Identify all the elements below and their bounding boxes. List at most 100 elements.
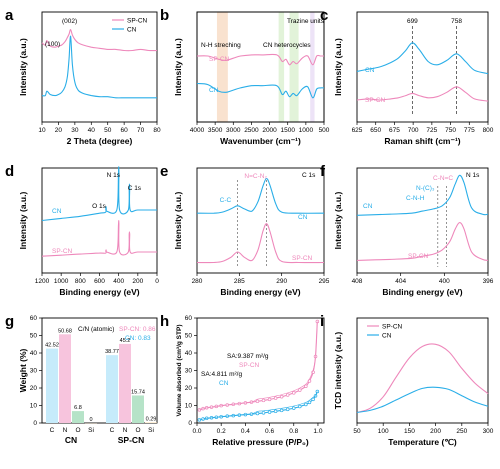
annotation-sa-cn: SA:4.811 m²/g bbox=[201, 371, 242, 378]
annotation-sa-spcn: SA:9.387 m²/g bbox=[227, 353, 269, 360]
y-tick-label: 10 bbox=[30, 403, 38, 410]
bar-value-label: 42.52 bbox=[45, 343, 59, 349]
highlight-band bbox=[278, 12, 285, 122]
panel-letter: i bbox=[320, 313, 324, 330]
panel-d: d Binding energy (eV) Intensity (a.u.) 1200… bbox=[5, 163, 159, 297]
group-label: CN bbox=[65, 435, 77, 445]
plot-frame bbox=[41, 11, 158, 123]
y-tick-label: 0 bbox=[188, 420, 192, 427]
x-tick-label: 3000 bbox=[226, 127, 241, 134]
x-tick-label: Si bbox=[148, 427, 154, 434]
bar-value-label: 6.8 bbox=[74, 405, 82, 411]
panel-a: a 2 Theta (degree) Intensity (a.u.) 10 20 30 4… bbox=[5, 7, 161, 146]
series-label-cn: CN bbox=[363, 203, 373, 210]
data-point bbox=[304, 384, 308, 389]
x-axis-label: Relative pressure (P/P₀) bbox=[212, 437, 309, 447]
x-axis-label: Binding energy (eV) bbox=[59, 287, 139, 297]
series-label-spcn: SP-CN bbox=[239, 362, 260, 369]
y-tick-label: 0 bbox=[33, 420, 37, 427]
bar-cn-n bbox=[59, 334, 71, 423]
series-label-spcn: SP-CN bbox=[292, 255, 313, 262]
x-tick-label: 200 bbox=[132, 278, 143, 285]
series-line-sp-cn bbox=[41, 29, 158, 52]
annotation-cnh: C-N-H bbox=[406, 195, 425, 202]
bar-sp-cn-n bbox=[119, 343, 131, 423]
data-point bbox=[267, 397, 272, 402]
y-axis-label: Volume absorbed (cm³/g STP) bbox=[176, 325, 183, 417]
x-tick-label: 300 bbox=[483, 428, 494, 435]
panel-letter: g bbox=[5, 313, 14, 330]
x-tick-label: 0.4 bbox=[241, 428, 250, 435]
y-tick-label: 20 bbox=[185, 385, 193, 392]
bar-value-label: 50.68 bbox=[58, 328, 72, 334]
highlight-band bbox=[216, 12, 228, 122]
data-point bbox=[279, 395, 284, 399]
series-line-cn bbox=[196, 177, 325, 214]
x-tick-label: 400 bbox=[439, 278, 450, 285]
panel-letter: c bbox=[320, 7, 328, 24]
highlight-band bbox=[289, 12, 299, 122]
data-point bbox=[267, 410, 272, 414]
y-tick-label: 20 bbox=[30, 385, 38, 392]
panel-e: e Binding energy (eV) Intensity (a.u.) 280 2… bbox=[160, 163, 330, 297]
data-point bbox=[255, 411, 260, 416]
x-tick-label: N bbox=[123, 427, 128, 434]
x-tick-label: 1000 bbox=[54, 278, 69, 285]
plot-frame bbox=[356, 317, 489, 424]
bar-value-label: 15.74 bbox=[131, 389, 145, 395]
legend-label: SP-CN bbox=[127, 17, 148, 24]
x-tick-label: 250 bbox=[456, 428, 467, 435]
series-line-sp-cn bbox=[41, 220, 157, 257]
annotation-cn-hetero: CN heterocycles bbox=[263, 42, 311, 49]
x-tick-label: 0.0 bbox=[192, 428, 201, 435]
x-tick-label: 2000 bbox=[262, 127, 277, 134]
x-tick-label: 10 bbox=[38, 127, 46, 134]
annotation-peak: 758 bbox=[451, 18, 462, 25]
panel-i: i Temperature (℃) TCD intensity (a.u.) 50 10… bbox=[320, 313, 494, 447]
data-point bbox=[307, 400, 312, 405]
data-point bbox=[315, 389, 320, 394]
series-line-cn bbox=[41, 35, 157, 99]
x-tick-label: 1200 bbox=[35, 278, 50, 285]
x-tick-label: 200 bbox=[430, 428, 441, 435]
x-tick-label: 1500 bbox=[280, 127, 295, 134]
series-label-cn: CN bbox=[52, 208, 62, 215]
data-point bbox=[285, 393, 290, 397]
bar-sp-cn-o bbox=[132, 395, 144, 423]
x-tick-label: 0.6 bbox=[265, 428, 274, 435]
series-line-sp-cn bbox=[356, 86, 489, 102]
data-point bbox=[255, 399, 260, 404]
x-tick-label: 4000 bbox=[190, 127, 205, 134]
y-axis-label: Weight (%) bbox=[18, 348, 28, 392]
x-tick-label: O bbox=[75, 427, 80, 434]
desorption-line-sp-cn bbox=[199, 321, 318, 411]
y-tick-label: 50 bbox=[30, 333, 38, 340]
legend-label: SP-CN bbox=[382, 323, 403, 330]
annotation-peak: 699 bbox=[407, 18, 418, 25]
group-label: SP-CN bbox=[118, 435, 144, 445]
annotation-nc3: N-(C)₃ bbox=[416, 185, 435, 192]
legend-label: CN bbox=[127, 26, 137, 33]
data-point bbox=[292, 391, 296, 395]
panel-letter: d bbox=[5, 163, 14, 180]
annotation-100: (100) bbox=[45, 41, 60, 48]
series-line-sp-cn bbox=[356, 222, 489, 261]
panel-g: g Weight (%) 0 10 20 30 40 50 60 42.52 C 50.68 N 6.8 O… bbox=[5, 313, 158, 445]
x-tick-label: 50 bbox=[353, 428, 361, 435]
panel-f: f Binding energy (eV) Intensity (a.u.) 408 4… bbox=[320, 163, 494, 297]
y-tick-label: 40 bbox=[185, 350, 193, 357]
x-tick-label: 50 bbox=[104, 127, 112, 134]
annotation-cc: C-C bbox=[220, 197, 232, 204]
plot-frame bbox=[196, 11, 325, 123]
bar-value-label: 0 bbox=[89, 417, 92, 423]
y-tick-label: 10 bbox=[185, 403, 193, 410]
series-label-cn: CN bbox=[219, 380, 229, 387]
data-point bbox=[304, 402, 308, 407]
y-tick-label: 60 bbox=[185, 315, 193, 322]
bar-sp-cn-c bbox=[106, 355, 118, 423]
bar-value-label: 0.29 bbox=[146, 416, 157, 422]
x-tick-label: 0 bbox=[155, 278, 159, 285]
data-point bbox=[279, 408, 284, 413]
plot-frame bbox=[356, 167, 489, 274]
